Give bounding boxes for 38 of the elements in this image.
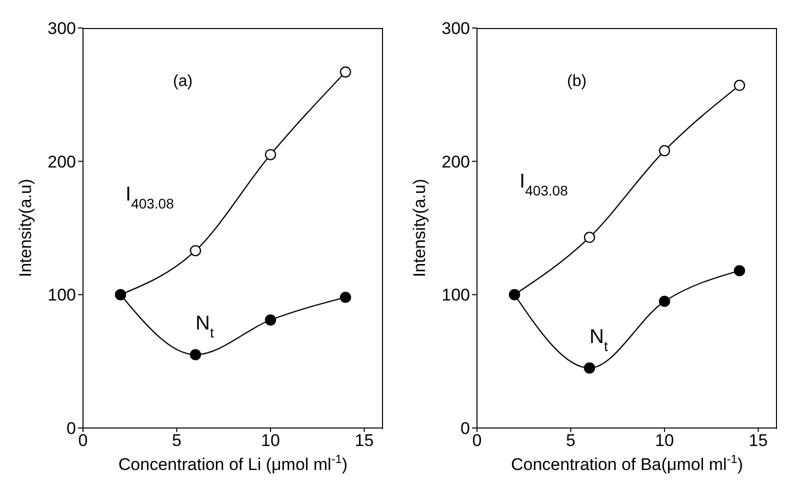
x-tick-label: 10 xyxy=(261,431,280,450)
y-tick-label: 200 xyxy=(442,152,470,172)
x-axis-title: Concentration of Li (μmol ml$^{-1}$) xyxy=(118,452,348,474)
y-axis-title: Intensity(a.u) xyxy=(410,178,429,278)
point xyxy=(658,296,670,307)
y-tick-label: 300 xyxy=(48,19,76,38)
y-tick-label: 300 xyxy=(442,19,470,38)
x-tick-label: 15 xyxy=(354,431,374,450)
series-label: I$_{403.08}$ xyxy=(520,170,568,198)
point xyxy=(584,232,596,243)
point xyxy=(190,245,202,256)
series-label: I$_{403.08}$ xyxy=(126,184,174,212)
x-tick-label: 5 xyxy=(566,431,576,450)
point xyxy=(734,80,746,91)
x-axis-title: Concentration of Ba(μmol ml$^{-1}$) xyxy=(510,452,744,474)
point xyxy=(340,66,352,78)
x-tick-label: 10 xyxy=(655,431,674,450)
point xyxy=(584,362,596,374)
annotation: (b) xyxy=(567,73,587,91)
y-tick-label: 200 xyxy=(48,152,76,172)
x-tick-label: 0 xyxy=(472,431,482,450)
y-tick-label: 100 xyxy=(442,286,470,305)
x-tick-label: 5 xyxy=(172,431,182,450)
x-tick-label: 15 xyxy=(748,431,768,450)
x-tick-label: 0 xyxy=(78,431,88,450)
series-label: N$_{t}$ xyxy=(196,312,214,341)
point xyxy=(264,314,276,326)
y-tick-label: 0 xyxy=(460,419,470,438)
point xyxy=(190,349,202,360)
point xyxy=(264,149,276,160)
point xyxy=(734,265,746,276)
y-axis-title: Intensity(a.u) xyxy=(16,178,35,278)
annotation: (a) xyxy=(173,73,193,91)
point xyxy=(658,145,670,156)
series-label: N$_{t}$ xyxy=(590,326,608,354)
point xyxy=(340,292,352,303)
y-tick-label: 0 xyxy=(66,419,76,438)
y-tick-label: 100 xyxy=(48,286,76,305)
